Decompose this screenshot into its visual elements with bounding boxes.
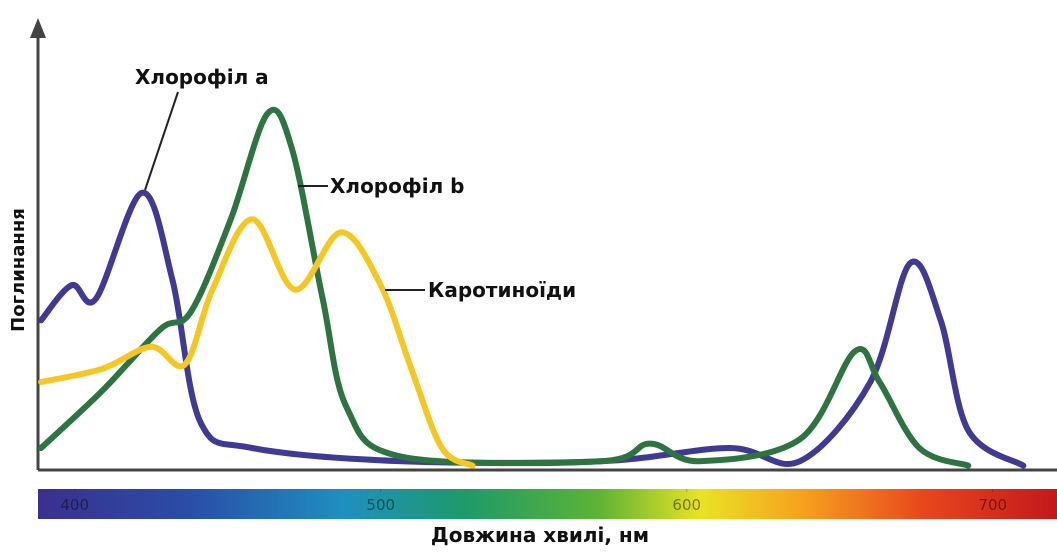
leader-line [145,92,178,190]
series-line [41,193,1023,466]
chart: Поглинання Довжина хвилі, нм Хлорофіл a … [0,0,1057,549]
x-tick-label: 700 [978,496,1007,514]
labels: Хлорофіл a Хлорофіл b Каротиноїди [135,65,576,302]
y-axis-arrow [30,18,46,38]
x-axis-label: Довжина хвилі, нм [431,523,649,547]
x-tick-label: 400 [60,496,89,514]
x-tick-label: 600 [672,496,701,514]
spectrum-bar [38,489,1057,519]
series-label: Хлорофіл b [330,174,465,198]
series-label: Хлорофіл a [135,65,269,89]
series-label: Каротиноїди [428,278,576,302]
x-tick-label: 500 [366,496,395,514]
y-axis-label: Поглинання [8,208,29,332]
series-line [41,219,472,465]
